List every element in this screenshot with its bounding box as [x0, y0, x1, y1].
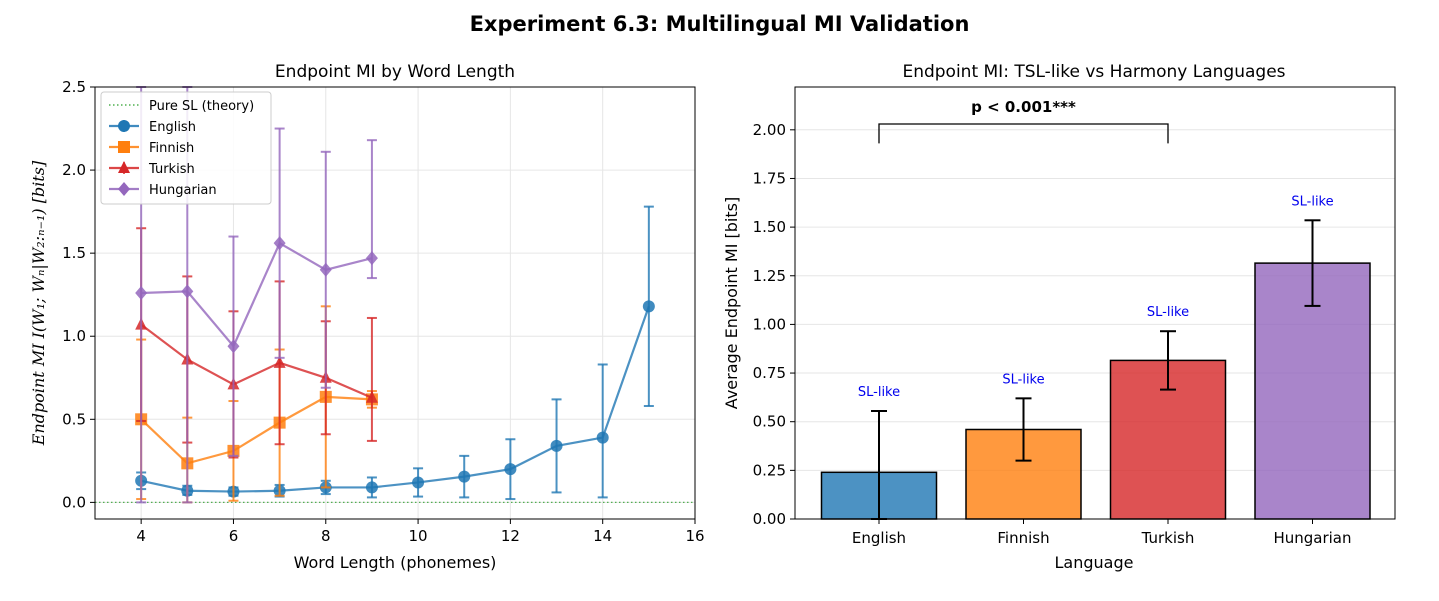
left-y-tick-label: 2.5 [62, 78, 86, 96]
series-line [141, 241, 373, 349]
bracket-line [878, 123, 1169, 144]
right-y-tick-label: 0.00 [753, 510, 786, 528]
legend-label: Hungarian [149, 183, 217, 198]
legend-label: English [149, 120, 196, 135]
left-y-ticks: 0.0 0.5 1.0 1.5 2.0 2.5 [62, 78, 95, 511]
legend-label: Turkish [148, 162, 195, 177]
bar-hungarian: SL-like [1254, 194, 1371, 520]
data-point [596, 431, 609, 444]
legend-label: Finnish [149, 141, 194, 156]
right-y-tick-label: 0.25 [753, 461, 786, 479]
legend-label: Pure SL (theory) [149, 99, 254, 114]
right-y-ticks: 0.00 0.25 0.50 0.75 1.00 1.25 1.50 1.75 2.00 [753, 121, 795, 528]
data-point [365, 251, 378, 266]
series-turkish [135, 227, 378, 459]
series-line [140, 323, 373, 399]
right-y-tick-label: 1.75 [753, 169, 786, 187]
right-axes-frame [794, 86, 1396, 520]
bar-annotation: SL-like [858, 385, 900, 400]
left-y-axis-label: Endpoint MI I(W₁; Wₙ|W₂:ₙ₋₁) [bits] [29, 160, 48, 446]
legend-box [100, 91, 272, 205]
left-chart-title: Endpoint MI by Word Length [275, 62, 515, 82]
data-point [227, 339, 240, 354]
right-plot-area: SL-like SL-like SL-like SL-like p < 0.001*** [820, 98, 1371, 520]
series-english [135, 205, 655, 501]
data-point [642, 300, 655, 313]
right-y-tick-label: 1.25 [753, 267, 786, 285]
left-y-tick-label: 2.0 [62, 161, 86, 179]
bar-english: SL-like [820, 385, 938, 520]
bar-finnish: SL-like [965, 372, 1082, 520]
left-y-tick-label: 1.5 [62, 244, 86, 262]
data-point [273, 355, 286, 368]
legend-swatch-marker [118, 182, 130, 196]
data-point [550, 439, 563, 452]
bar-chart-panel: Endpoint MI: TSL-like vs Harmony Languag… [722, 62, 1396, 572]
bar-annotation: SL-like [1147, 305, 1189, 320]
data-point [458, 470, 471, 483]
bar-annotation: SL-like [1291, 194, 1333, 209]
right-x-tick-label: Hungarian [1273, 529, 1351, 547]
series-hungarian [135, 86, 378, 504]
bar-turkish: SL-like [1109, 305, 1227, 520]
right-y-tick-label: 1.50 [753, 218, 786, 236]
left-y-tick-label: 1.0 [62, 327, 86, 345]
right-y-axis-label: Average Endpoint MI [bits] [722, 197, 741, 409]
line-chart-panel: Endpoint MI by Word Length 4 6 8 10 12 14 16 0… [29, 62, 705, 572]
left-x-tick-label: 8 [321, 527, 331, 545]
legend-swatch-marker [118, 120, 130, 132]
right-y-tick-label: 0.75 [753, 364, 786, 382]
right-x-tick-label: Turkish [1141, 529, 1195, 547]
right-y-tick-label: 1.00 [753, 315, 786, 333]
series-line [140, 395, 372, 465]
right-y-tick-label: 0.50 [753, 413, 786, 431]
left-x-tick-label: 6 [229, 527, 239, 545]
left-x-tick-label: 12 [501, 527, 520, 545]
left-y-tick-label: 0.5 [62, 410, 86, 428]
left-x-axis-label: Word Length (phonemes) [294, 553, 497, 572]
data-point [412, 476, 425, 489]
left-x-tick-label: 10 [409, 527, 428, 545]
right-x-axis-label: Language [1055, 553, 1134, 572]
significance-label: p < 0.001*** [971, 98, 1076, 116]
left-x-tick-label: 14 [593, 527, 612, 545]
data-point [319, 262, 332, 277]
right-x-tick-label: English [852, 529, 906, 547]
left-x-ticks: 4 6 8 10 12 14 16 [136, 519, 705, 545]
data-point [365, 481, 378, 494]
left-y-tick-label: 0.0 [62, 493, 86, 511]
left-axes-frame [94, 86, 696, 520]
series-line [140, 305, 650, 493]
figure-title: Experiment 6.3: Multilingual MI Validati… [469, 12, 970, 36]
left-legend: Pure SL (theory) English Finnish Turkish Hun… [100, 91, 272, 205]
data-point [273, 236, 286, 251]
right-y-tick-label: 2.00 [753, 121, 786, 139]
right-x-tick-label: Finnish [997, 529, 1049, 547]
legend-swatch-marker [118, 141, 130, 153]
data-point [365, 390, 378, 403]
left-x-tick-label: 16 [685, 527, 704, 545]
right-chart-title: Endpoint MI: TSL-like vs Harmony Languag… [902, 62, 1285, 82]
data-point [504, 463, 517, 476]
data-point [135, 286, 148, 301]
data-point [181, 284, 194, 299]
left-plot-area [95, 86, 695, 504]
left-x-tick-label: 4 [136, 527, 146, 545]
bar-annotation: SL-like [1002, 372, 1044, 387]
right-x-ticks: English Finnish Turkish Hungarian [852, 519, 1352, 547]
significance-bracket: p < 0.001*** [878, 98, 1169, 144]
legend-swatch-marker [118, 161, 130, 173]
